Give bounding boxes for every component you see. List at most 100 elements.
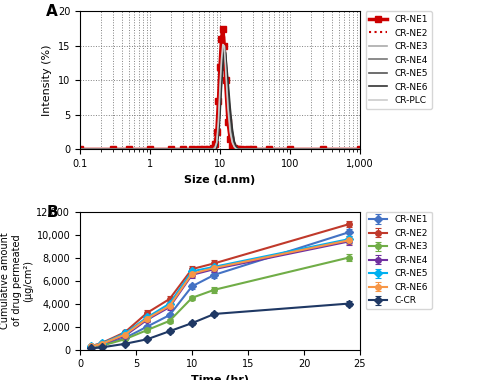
CR-NE6 <box>210 147 216 152</box>
CR-NE2 <box>214 133 220 138</box>
CR-NE2 <box>230 140 235 145</box>
CR-NE5 <box>230 130 235 135</box>
CR-NE1 <box>232 146 237 150</box>
CR-NE6 <box>206 147 212 152</box>
CR-NE3 <box>232 144 237 149</box>
CR-NE6 <box>222 51 228 55</box>
CR-NE4 <box>110 147 116 152</box>
CR-PLC <box>320 147 326 152</box>
CR-NE5 <box>147 147 153 152</box>
CR-NE5 <box>212 146 218 151</box>
CR-NE5 <box>245 147 251 152</box>
CR-NE4 <box>320 147 326 152</box>
CR-NE5 <box>196 147 202 152</box>
CR-NE6 <box>220 64 226 69</box>
CR-NE6 <box>266 147 272 152</box>
CR-NE2 <box>320 147 326 152</box>
CR-NE2 <box>126 147 132 152</box>
CR-NE3 <box>230 139 235 143</box>
X-axis label: Time (hr): Time (hr) <box>191 375 249 380</box>
CR-NE3 <box>227 127 233 131</box>
CR-NE5 <box>168 147 174 152</box>
CR-NE1 <box>266 147 272 152</box>
CR-PLC <box>233 146 239 151</box>
CR-NE5 <box>233 145 239 150</box>
CR-NE2 <box>357 147 363 152</box>
CR-NE4 <box>230 133 235 138</box>
CR-NE1 <box>225 120 231 124</box>
CR-NE4 <box>206 147 212 152</box>
CR-NE2 <box>221 44 227 48</box>
CR-NE1 <box>357 147 363 152</box>
CR-NE4 <box>168 147 174 152</box>
CR-NE3 <box>320 147 326 152</box>
CR-NE1 <box>126 147 132 152</box>
CR-NE2 <box>189 147 195 152</box>
CR-NE2 <box>220 40 226 45</box>
CR-NE1 <box>217 64 223 69</box>
CR-NE1 <box>180 147 186 152</box>
CR-NE2 <box>233 146 239 151</box>
CR-NE1 <box>233 147 239 151</box>
CR-NE1 <box>214 130 220 135</box>
CR-PLC <box>245 147 251 152</box>
Line: CR-PLC: CR-PLC <box>80 44 360 149</box>
CR-NE5 <box>218 78 224 83</box>
CR-NE6 <box>232 139 237 143</box>
CR-NE5 <box>266 147 272 152</box>
CR-NE3 <box>147 147 153 152</box>
CR-NE3 <box>245 147 251 152</box>
CR-NE5 <box>206 147 212 152</box>
CR-PLC <box>287 147 293 152</box>
CR-NE5 <box>357 147 363 152</box>
CR-NE4 <box>250 147 256 152</box>
CR-NE5 <box>77 147 83 152</box>
CR-NE3 <box>196 147 202 152</box>
CR-NE2 <box>287 147 293 152</box>
CR-PLC <box>221 44 227 48</box>
CR-NE4 <box>245 147 251 152</box>
CR-NE4 <box>225 92 231 97</box>
CR-NE5 <box>227 112 233 117</box>
CR-NE2 <box>147 147 153 152</box>
CR-NE2 <box>168 147 174 152</box>
CR-NE1 <box>210 146 216 150</box>
CR-PLC <box>212 146 218 150</box>
CR-NE3 <box>189 147 195 152</box>
CR-PLC <box>238 147 244 152</box>
CR-NE3 <box>235 147 241 152</box>
CR-NE5 <box>225 85 231 90</box>
X-axis label: Size (d.nm): Size (d.nm) <box>184 175 256 185</box>
CR-NE2 <box>266 147 272 152</box>
CR-NE6 <box>196 147 202 152</box>
CR-NE4 <box>220 51 226 55</box>
CR-PLC <box>206 147 212 152</box>
CR-NE6 <box>180 147 186 152</box>
Legend: CR-NE1, CR-NE2, CR-NE3, CR-NE4, CR-NE5, CR-NE6, CR-PLC: CR-NE1, CR-NE2, CR-NE3, CR-NE4, CR-NE5, … <box>366 11 432 109</box>
CR-NE3 <box>357 147 363 152</box>
CR-NE1 <box>168 147 174 152</box>
CR-PLC <box>230 140 235 145</box>
CR-NE6 <box>235 146 241 151</box>
CR-NE6 <box>147 147 153 152</box>
CR-NE3 <box>206 147 212 152</box>
CR-NE3 <box>202 147 207 152</box>
CR-NE4 <box>266 147 272 152</box>
CR-NE2 <box>218 51 224 55</box>
CR-NE4 <box>214 142 220 146</box>
CR-NE2 <box>196 147 202 152</box>
CR-NE4 <box>180 147 186 152</box>
CR-PLC <box>266 147 272 152</box>
CR-NE1 <box>77 147 83 152</box>
CR-NE1 <box>227 137 233 141</box>
Line: CR-NE3: CR-NE3 <box>80 46 360 149</box>
CR-NE4 <box>189 147 195 152</box>
CR-NE6 <box>218 85 224 90</box>
CR-NE1 <box>287 147 293 152</box>
Y-axis label: Intensity (%): Intensity (%) <box>42 45 52 116</box>
CR-NE5 <box>221 44 227 48</box>
CR-NE6 <box>357 147 363 152</box>
CR-NE4 <box>216 127 222 131</box>
CR-NE2 <box>216 112 222 117</box>
CR-NE3 <box>110 147 116 152</box>
